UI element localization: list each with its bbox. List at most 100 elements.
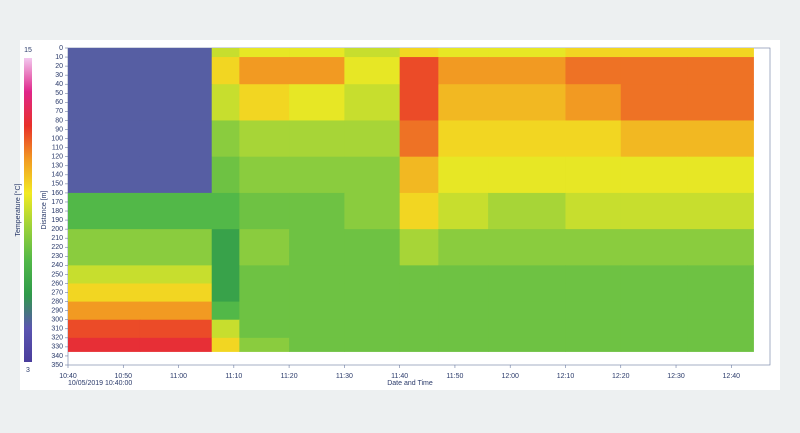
heat-cell: [139, 265, 213, 284]
heat-cell: [289, 337, 345, 352]
heat-cell: [239, 319, 290, 339]
heat-cell: [438, 120, 489, 158]
heat-cell: [488, 229, 566, 266]
heat-cell: [289, 120, 345, 158]
heat-cell: [565, 120, 622, 158]
heat-cell: [488, 337, 566, 352]
heat-cell: [399, 120, 439, 158]
y-tick-label: 320: [51, 335, 63, 342]
heat-cell: [211, 283, 240, 303]
heat-cell: [344, 156, 401, 194]
x-tick-label: 11:40: [391, 373, 408, 380]
heat-cell: [139, 192, 213, 230]
heat-cell: [139, 283, 213, 303]
heat-cell: [565, 229, 622, 266]
heat-cell: [239, 337, 290, 352]
y-tick-label: 130: [51, 163, 63, 170]
heat-cell: [399, 283, 439, 303]
heat-cell: [565, 319, 622, 339]
y-tick-label: 260: [51, 280, 63, 287]
heat-cell: [289, 301, 345, 321]
heat-cell: [139, 229, 213, 266]
heat-cell: [139, 120, 213, 158]
heat-cell: [620, 301, 688, 321]
y-tick-label: 100: [51, 135, 63, 142]
y-tick-label: 110: [52, 144, 63, 151]
heat-cell: [687, 337, 754, 352]
heat-cell: [68, 337, 141, 352]
heat-cell: [68, 229, 141, 266]
heat-cell: [211, 229, 240, 266]
y-tick-label: 200: [51, 226, 63, 233]
y-tick-label: 290: [51, 308, 63, 315]
heat-cell: [289, 229, 345, 266]
y-tick-label: 50: [55, 90, 63, 97]
heat-cell: [211, 57, 240, 85]
y-tick-label: 350: [51, 362, 63, 369]
heat-cell: [687, 57, 754, 85]
heat-cell: [687, 156, 754, 194]
heat-cell: [211, 337, 240, 352]
heat-cell: [687, 120, 754, 158]
heat-cell: [438, 319, 489, 339]
heat-cell: [239, 283, 290, 303]
heat-cell: [139, 156, 213, 194]
y-tick-label: 40: [55, 81, 63, 88]
heat-cell: [344, 84, 401, 121]
y-tick-label: 0: [59, 45, 63, 52]
y-tick-label: 190: [51, 217, 63, 224]
x-axis-label: Date and Time: [387, 380, 433, 387]
heat-cell: [289, 283, 345, 303]
heat-cell: [399, 301, 439, 321]
y-tick-label: 160: [51, 190, 63, 197]
heat-cell: [687, 319, 754, 339]
heat-cell: [399, 192, 439, 230]
x-tick-label: 11:20: [281, 373, 298, 380]
heat-cell: [68, 48, 141, 58]
heat-cell: [68, 57, 141, 85]
heat-cell: [289, 84, 345, 121]
heat-cell: [438, 337, 489, 352]
heat-cell: [239, 84, 290, 121]
y-tick-label: 310: [51, 326, 63, 333]
heat-cell: [620, 120, 688, 158]
heat-cell: [438, 265, 489, 284]
x-tick-label: 12:10: [557, 373, 575, 380]
heat-cell: [344, 192, 401, 230]
heat-cell: [438, 192, 489, 230]
y-tick-label: 240: [51, 262, 63, 269]
heat-cell: [139, 319, 213, 339]
heat-cell: [289, 319, 345, 339]
heat-cell: [399, 84, 439, 121]
heat-cell: [68, 301, 141, 321]
x-tick-label: 11:30: [336, 373, 353, 380]
heat-cell: [68, 120, 141, 158]
y-tick-label: 80: [55, 117, 63, 124]
y-tick-label: 90: [55, 126, 63, 133]
y-tick-label: 270: [51, 289, 63, 296]
y-tick-label: 280: [51, 298, 63, 305]
heat-cell: [239, 229, 290, 266]
y-tick-label: 180: [51, 208, 63, 215]
heat-cell: [687, 283, 754, 303]
heat-cell: [620, 283, 688, 303]
heat-cell: [139, 57, 213, 85]
heat-cell: [289, 48, 345, 58]
y-tick-label: 300: [51, 317, 63, 324]
heat-cell: [620, 265, 688, 284]
x-tick-label: 12:20: [612, 373, 630, 380]
heat-cell: [488, 319, 566, 339]
heat-cell: [488, 57, 566, 85]
y-tick-label: 230: [51, 253, 63, 260]
heat-cell: [344, 337, 401, 352]
heat-cell: [211, 265, 240, 284]
heat-cell: [344, 48, 401, 58]
heat-cell: [239, 57, 290, 85]
y-axis-label: Distance [m]: [41, 190, 48, 229]
x-tick-label: 11:50: [446, 373, 463, 380]
y-tick-label: 170: [51, 199, 63, 206]
heat-cell: [620, 229, 688, 266]
colorbar-tick: 15: [24, 47, 32, 54]
heat-cell: [344, 283, 401, 303]
